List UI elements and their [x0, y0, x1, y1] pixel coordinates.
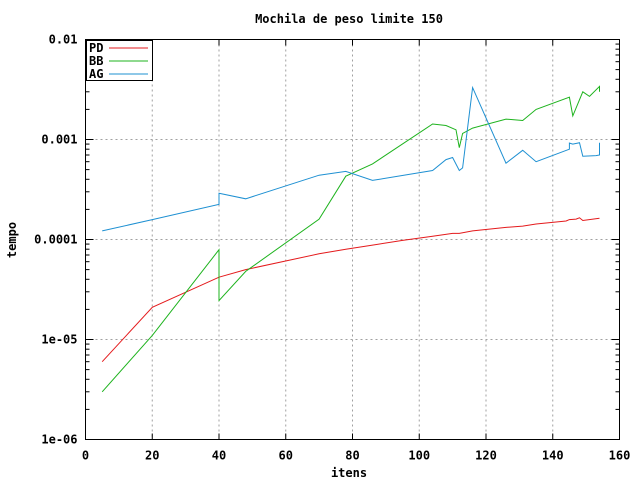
x-tick-label: 100	[408, 449, 430, 463]
series-line-pd	[101, 217, 600, 363]
x-tick-label: 60	[279, 449, 293, 463]
y-tick-labels: 1e-06 1e-05 0.0001 0.001 0.01	[34, 33, 77, 447]
x-tick-label: 0	[82, 449, 89, 463]
axis-ticks	[85, 39, 620, 440]
series-line-bb	[101, 85, 600, 393]
x-tick-label: 80	[345, 449, 359, 463]
legend-label-bb: BB	[89, 54, 103, 68]
legend-label-ag: AG	[89, 67, 103, 81]
legend-label-pd: PD	[89, 41, 103, 55]
y-tick-label: 0.001	[41, 133, 77, 147]
y-axis-label: tempo	[5, 222, 19, 258]
chart-title: Mochila de peso limite 150	[255, 12, 443, 26]
y-tick-label: 0.01	[49, 33, 78, 47]
y-tick-label: 0.0001	[34, 233, 77, 247]
grid	[85, 39, 620, 440]
y-tick-label: 1e-05	[41, 333, 77, 347]
x-axis-label: itens	[331, 466, 367, 480]
x-tick-label: 40	[212, 449, 226, 463]
series-lines	[101, 85, 600, 393]
x-tick-label: 140	[542, 449, 564, 463]
x-tick-label: 120	[475, 449, 497, 463]
x-tick-labels: 0 20 40 60 80 100 120 140 160	[82, 449, 630, 463]
x-tick-label: 20	[145, 449, 159, 463]
y-tick-label: 1e-06	[41, 433, 77, 447]
series-line-ag	[102, 85, 600, 232]
x-tick-label: 160	[609, 449, 631, 463]
